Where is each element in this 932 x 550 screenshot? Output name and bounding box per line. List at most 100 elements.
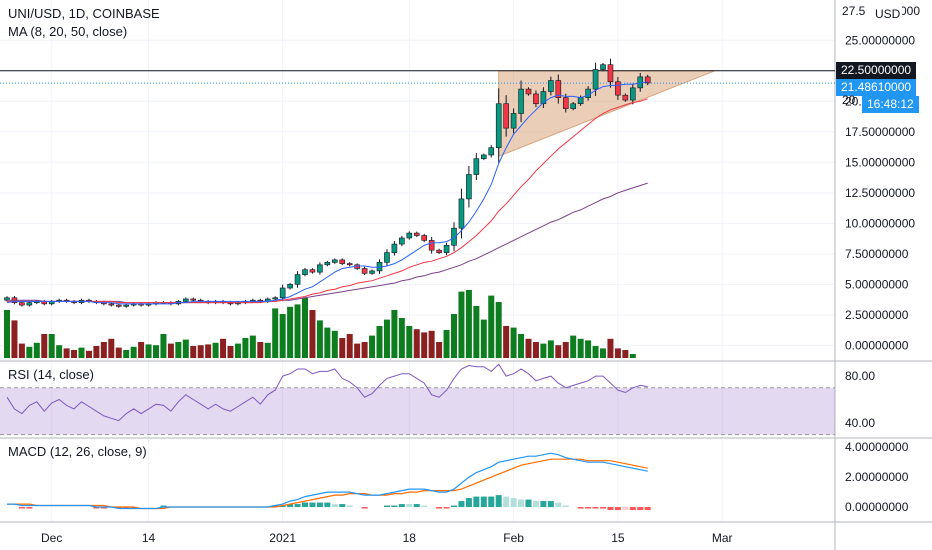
countdown-tag: 16:48:12 [862, 96, 919, 113]
volume-bar-7 [56, 345, 63, 358]
candle-9 [71, 299, 77, 305]
volume-bar-83 [622, 350, 629, 358]
macd-hist-85 [637, 507, 644, 511]
macd-hist-16 [123, 507, 130, 509]
macd-hist-65 [488, 496, 495, 508]
candle-body-60 [451, 227, 457, 246]
candle-body-40 [302, 269, 308, 275]
candle-body-61 [458, 198, 465, 229]
rsi-line [6, 363, 648, 422]
candle-body-58 [436, 249, 442, 253]
macd-hist-84 [629, 507, 636, 511]
candle-body-73 [548, 80, 554, 92]
volume-bar-77 [577, 338, 584, 358]
volume-bar-24 [182, 339, 189, 358]
volume-bar-79 [592, 346, 599, 358]
candle-body-68 [510, 113, 517, 129]
volume-bar-51 [383, 319, 390, 358]
candle-84 [629, 83, 636, 105]
candle-body-64 [480, 154, 487, 159]
candle-29 [220, 299, 226, 305]
candle-body-3 [26, 302, 33, 306]
volume-bar-28 [212, 342, 219, 358]
macd-hist-38 [287, 504, 294, 508]
candle-0 [4, 296, 10, 302]
candle-55 [413, 231, 420, 237]
volume-bar-81 [607, 338, 614, 358]
candle-57 [428, 236, 435, 254]
volume-bar-84 [629, 354, 636, 358]
candle-62 [466, 165, 472, 208]
volume-bar-69 [518, 334, 525, 358]
volume-bar-65 [488, 295, 495, 358]
volume-bar-70 [525, 338, 532, 358]
volume-bar-32 [242, 338, 249, 358]
macd-hist-3 [26, 507, 33, 509]
volume-bar-8 [63, 348, 70, 358]
candle-63 [473, 153, 480, 181]
candle-52 [391, 241, 398, 256]
macd-hist-78 [585, 507, 592, 509]
candle-46 [346, 262, 353, 267]
rsi-legend: RSI (14, close) [8, 367, 94, 382]
macd-hist-66 [495, 495, 502, 508]
price-tick-9: 2.50000000 [845, 308, 909, 322]
volume-bar-67 [503, 326, 510, 358]
macd-hist-74 [555, 502, 562, 508]
volume-bar-53 [398, 318, 405, 358]
volume-bar-68 [510, 327, 517, 358]
macd-hist-48 [361, 507, 368, 509]
macd-hist-83 [622, 507, 629, 511]
macd-hist-61 [458, 501, 465, 508]
candle-32 [242, 299, 249, 305]
candle-body-57 [428, 240, 435, 251]
candle-2 [19, 301, 25, 307]
volume-bar-78 [585, 340, 592, 358]
volume-bar-11 [85, 350, 92, 358]
volume-bar-25 [190, 346, 197, 358]
candle-body-82 [615, 81, 621, 96]
macd-hist-37 [279, 505, 286, 508]
candle-86 [644, 74, 651, 86]
macd-hist-58 [436, 507, 443, 509]
triangle-pattern [0, 70, 835, 157]
rsi-band [0, 387, 835, 435]
candle-body-39 [294, 274, 301, 285]
candle-11 [86, 298, 92, 303]
volume-bar-43 [324, 327, 331, 358]
volume-bar-36 [272, 308, 279, 358]
candle-70 [525, 87, 532, 96]
candle-body-25 [190, 298, 197, 301]
volume-bar-42 [316, 320, 323, 358]
candle-body-63 [473, 158, 480, 175]
candle-body-62 [466, 174, 472, 200]
macd-hist-55 [413, 504, 420, 508]
candle-body-70 [525, 88, 532, 95]
macd-hist-40 [302, 502, 308, 508]
currency-label: USD [873, 7, 903, 21]
volume-bar-40 [302, 298, 308, 358]
volume-bar-38 [287, 306, 294, 358]
macd-hist-44 [331, 504, 338, 508]
candle-71 [533, 90, 539, 108]
candle-body-52 [391, 243, 398, 253]
hidden-top-tick-tail: 000 [900, 4, 921, 18]
volume-bar-17 [130, 346, 137, 358]
candle-body-16 [123, 304, 129, 307]
candle-body-55 [413, 232, 420, 236]
candle-64 [480, 153, 487, 161]
volume-bar-71 [532, 342, 539, 358]
candle-body-86 [644, 76, 651, 84]
candle-body-48 [361, 268, 368, 274]
macd-hist-71 [532, 501, 539, 508]
volume-bar-39 [294, 304, 301, 358]
candle-body-75 [562, 97, 569, 109]
macd-hist-21 [160, 505, 167, 508]
price-tick-10: 0.00000000 [845, 338, 909, 352]
macd-hist-67 [503, 496, 510, 508]
volume-bar-41 [309, 310, 316, 358]
volume-bar-37 [279, 314, 286, 358]
volume-bar-57 [428, 330, 435, 358]
